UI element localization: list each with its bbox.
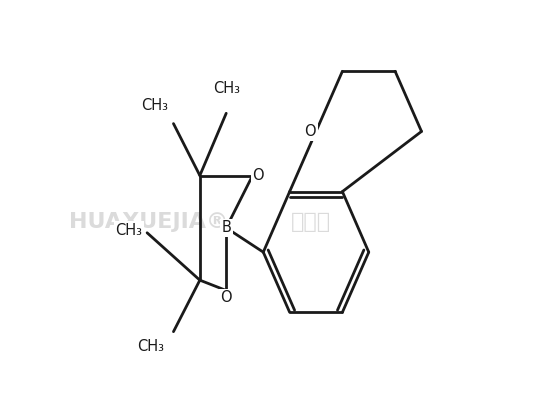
Text: HUAXUEJIA®: HUAXUEJIA® [68,213,228,232]
Text: B: B [221,220,231,235]
Text: 化学加: 化学加 [291,213,331,232]
Text: O: O [253,168,264,183]
Text: CH₃: CH₃ [116,223,142,238]
Text: O: O [220,290,232,305]
Text: CH₃: CH₃ [137,339,164,353]
Text: CH₃: CH₃ [141,98,168,112]
Text: CH₃: CH₃ [213,81,239,96]
Text: O: O [304,124,316,139]
